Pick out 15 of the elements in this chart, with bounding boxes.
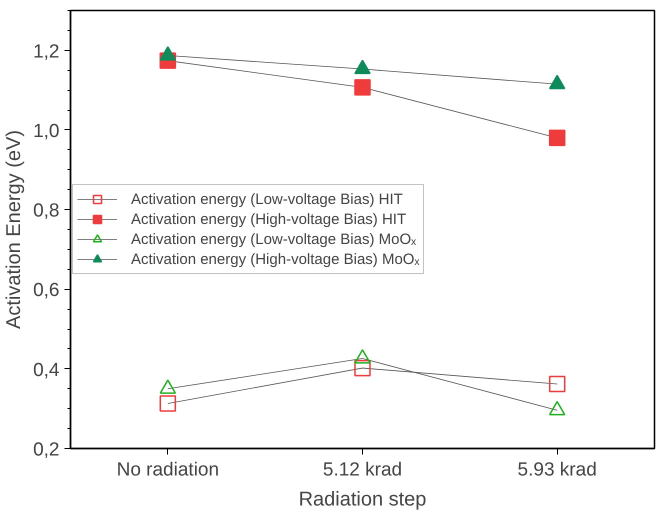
legend-label: Activation energy (High-voltage Bias) HIT [131,210,406,228]
y-tick-label: 0,4 [33,360,60,381]
y-tick-label: 1,0 [33,120,60,142]
x-tick-label: 5.12 krad [322,460,402,480]
y-tick-label: 0,8 [33,200,60,222]
legend-label: Activation energy (Low-voltage Bias) MoOₓ [131,230,416,248]
y-tick-label: 0,6 [33,280,60,302]
x-tick-label: No radiation [116,460,220,480]
x-axis-title: Radiation step [298,488,426,510]
y-axis-title: Activation Energy (eV) [3,130,26,329]
x-tick-label: 5.93 krad [518,460,597,480]
y-tick-label: 0,2 [33,440,60,460]
legend-label: Activation energy (High-voltage Bias) MoOₓ [131,250,420,268]
legend-label: Activation energy (Low-voltage Bias) HIT [131,190,403,208]
y-tick-label: 1,2 [33,41,60,62]
